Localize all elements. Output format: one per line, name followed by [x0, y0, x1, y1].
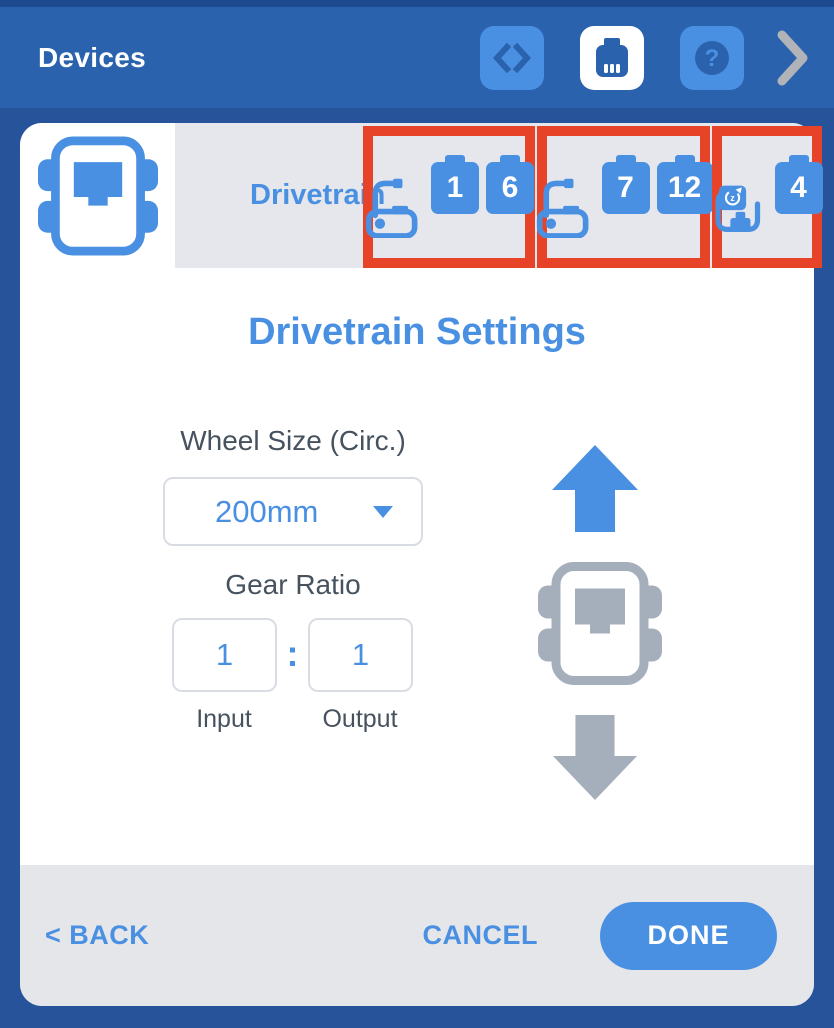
page-title: Devices [38, 41, 146, 73]
port-number: 12 [667, 171, 702, 204]
port-badge: 6 [486, 162, 534, 214]
wheel-size-dropdown[interactable]: 200mm [163, 477, 423, 546]
port-badge: 7 [601, 162, 650, 214]
chevron-right-icon [777, 30, 808, 85]
question-icon: ? [695, 40, 729, 75]
forward-arrow-icon [552, 445, 638, 532]
gear-input-field[interactable] [172, 618, 277, 692]
ratio-separator: : [286, 633, 299, 674]
header-actions: ? [480, 25, 815, 90]
drivetrain-settings-panel: Drivetrain 1 6 [20, 123, 823, 1006]
header: Devices ? [0, 7, 834, 108]
help-button[interactable]: ? [680, 25, 744, 90]
code-view-button[interactable] [480, 25, 544, 90]
wheel-size-label: Wheel Size (Circ.) [180, 425, 406, 456]
tab-drivetrain-label: Drivetrain [250, 179, 386, 211]
port-badge: 4 [774, 162, 823, 214]
svg-text:?: ? [705, 45, 720, 72]
gear-output-field[interactable] [308, 618, 413, 692]
window-top-edge [0, 0, 834, 7]
brain-icon [596, 37, 628, 77]
caret-down-icon [373, 505, 393, 518]
motor-pair-icon [365, 178, 418, 238]
port-badge: 1 [431, 162, 479, 214]
device-tabbar: Drivetrain 1 6 [20, 123, 823, 268]
reverse-arrow-icon [552, 715, 638, 800]
tab-drivetrain[interactable] [20, 123, 175, 268]
footer-bar: < BACK CANCEL DONE [20, 865, 814, 1006]
back-button[interactable]: < BACK [45, 920, 150, 950]
output-label: Output [322, 705, 398, 733]
gyro-sensor-icon: z [715, 185, 760, 232]
port-number: 6 [501, 171, 519, 204]
robot-preview-icon [538, 562, 662, 685]
collapse-panel-button[interactable] [771, 26, 815, 90]
svg-text:z: z [730, 193, 735, 203]
motor-pair-icon [536, 178, 588, 238]
settings-heading: Drivetrain Settings [248, 311, 586, 353]
brain-button[interactable] [580, 25, 644, 90]
port-number: 7 [617, 171, 634, 204]
code-icon [493, 42, 531, 73]
gear-ratio-label: Gear Ratio [225, 569, 361, 600]
tab-motor-group-1-6[interactable]: 1 6 [363, 126, 535, 268]
cancel-button[interactable]: CANCEL [422, 920, 538, 950]
port-badge: 12 [656, 162, 713, 214]
input-label: Input [196, 705, 252, 733]
port-number: 1 [446, 171, 464, 204]
tab-motor-group-7-12[interactable]: 7 12 [536, 126, 713, 268]
wheel-size-value: 200mm [215, 493, 319, 529]
done-button[interactable]: DONE [600, 901, 777, 970]
tab-gyro-port-4[interactable]: z 4 [712, 126, 823, 268]
drivetrain-icon [37, 135, 158, 256]
port-number: 4 [790, 171, 807, 204]
